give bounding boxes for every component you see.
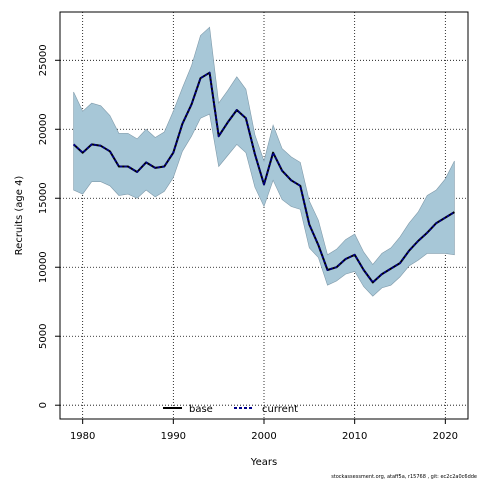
y-axis: 0 5000 10000 15000 20000 25000 [38,44,60,408]
y-tick-label-15000: 15000 [38,182,49,214]
x-tick-label-2000: 2000 [251,431,276,442]
footer-credit: stockassessment.org, ataff5a, r15768 , g… [331,474,477,480]
x-tick-label-2010: 2010 [342,431,367,442]
y-tick-label-20000: 20000 [38,113,49,145]
y-tick-label-0: 0 [38,402,49,408]
y-axis-title: Recruits (age 4) [14,176,25,256]
y-tick-label-5000: 5000 [38,323,49,348]
y-tick-label-10000: 10000 [38,251,49,283]
x-tick-label-1990: 1990 [161,431,186,442]
x-axis: 1980 1990 2000 2010 2020 [70,419,458,442]
gridlines [60,12,468,419]
legend-label-current: current [262,404,298,415]
confidence-band [73,26,455,297]
x-tick-label-1980: 1980 [70,431,95,442]
legend-label-base: base [189,404,213,415]
series-line-current [72,71,455,284]
x-axis-title: Years [250,457,277,468]
y-tick-label-25000: 25000 [38,44,49,76]
series-lines [72,71,455,284]
x-tick-label-2020: 2020 [433,431,458,442]
legend: base current [163,404,298,415]
